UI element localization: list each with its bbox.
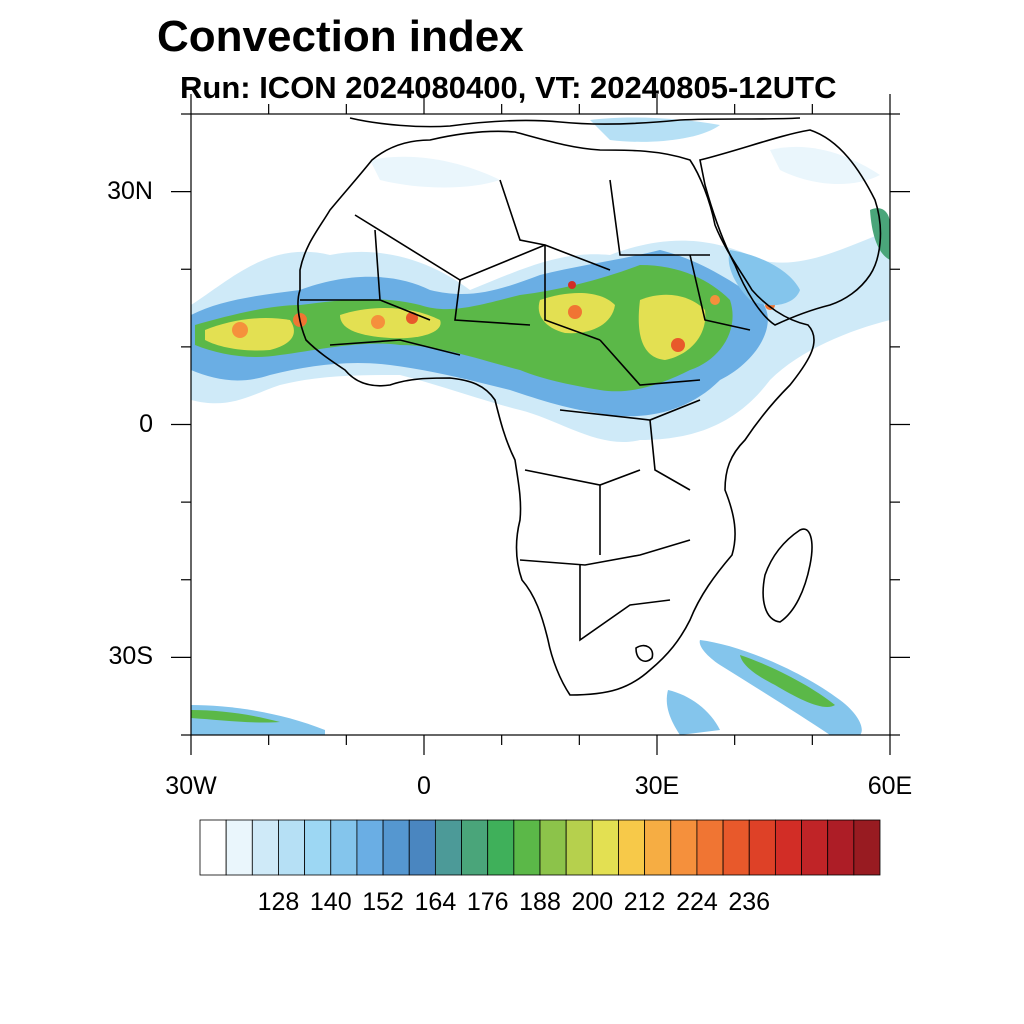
field-south-band-core: [740, 655, 835, 708]
field-north-light-2: [770, 146, 880, 185]
y-tick-label: 30S: [108, 642, 153, 671]
colorbar-label: 176: [466, 888, 509, 916]
colorbar: [199, 819, 881, 876]
field-yellow-patch-west: [205, 318, 294, 351]
y-tick-label: 0: [139, 409, 153, 438]
border-14: [689, 254, 751, 331]
coastlines: [297, 117, 882, 696]
colorbar-swatch: [853, 819, 881, 876]
colorbar-swatch: [382, 819, 410, 876]
colorbar-swatch: [644, 819, 672, 876]
field-hotspot-1: [232, 322, 248, 338]
colorbar-swatch: [565, 819, 593, 876]
colorbar-label: 212: [623, 888, 666, 916]
field-south-patch-2: [666, 690, 720, 735]
colorbar-swatch: [356, 819, 384, 876]
colorbar-swatch: [225, 819, 253, 876]
colorbar-swatch: [304, 819, 332, 876]
border-3: [454, 279, 531, 326]
border-12: [649, 419, 691, 491]
colorbar-label: 188: [519, 888, 561, 916]
field-arabia-patch: [728, 250, 800, 306]
colorbar-swatch: [748, 819, 776, 876]
x-tick-label: 60E: [867, 772, 913, 800]
border-1: [354, 214, 611, 281]
field-hotspot-7: [671, 338, 685, 352]
colorbar-swatch: [670, 819, 698, 876]
colorbar-swatch: [278, 819, 306, 876]
border-10: [579, 565, 671, 642]
border-6: [599, 339, 701, 386]
axis-ticks: [171, 94, 910, 755]
arabia-coastline: [699, 129, 882, 326]
colorbar-label: 224: [676, 888, 718, 916]
colorbar-swatch: [618, 819, 646, 876]
lake-outline: [635, 644, 654, 662]
border-7: [499, 179, 546, 246]
colorbar-swatch: [696, 819, 724, 876]
colorbar-label: 236: [728, 888, 771, 916]
colorbar-swatch: [827, 819, 855, 876]
colorbar-swatch: [408, 819, 436, 876]
y-tick-label: 30N: [107, 176, 153, 205]
colorbar-swatch: [434, 819, 462, 876]
border-16: [329, 339, 461, 356]
map-subtitle: Run: ICON 2024080400, VT: 20240805-12UTC: [180, 70, 837, 105]
x-tick-label: 0: [417, 772, 431, 800]
colorbar-label: 200: [571, 888, 614, 916]
field-hotspot-3: [371, 315, 385, 329]
border-4: [544, 245, 601, 341]
europe-coastline: [349, 117, 801, 128]
colorbar-swatch: [513, 819, 541, 876]
field-hotspot-8: [710, 295, 720, 305]
colorbar-label: 164: [414, 888, 457, 916]
map-title: Convection index: [157, 12, 524, 61]
map-area: [191, 114, 890, 735]
colorbar-label: 140: [309, 888, 352, 916]
colorbar-swatch: [801, 819, 829, 876]
colorbar-swatch: [722, 819, 750, 876]
field-yellow-patch-sudan: [638, 294, 706, 360]
colorbar-label: 152: [362, 888, 404, 916]
colorbar-label: 128: [257, 888, 300, 916]
colorbar-swatch: [251, 819, 279, 876]
africa-coastline: [297, 130, 815, 696]
field-hotspot-6: [568, 281, 576, 289]
border-5: [609, 179, 710, 256]
madagascar-coastline: [762, 528, 813, 623]
convection-field: [191, 117, 890, 735]
colorbar-swatch: [591, 819, 619, 876]
colorbar-swatch: [774, 819, 802, 876]
colorbar-swatch: [461, 819, 489, 876]
colorbar-swatch: [330, 819, 358, 876]
colorbar-swatch: [487, 819, 515, 876]
x-tick-label: 30W: [165, 772, 217, 800]
field-north-light-1: [370, 156, 500, 188]
colorbar-swatch: [539, 819, 567, 876]
border-9: [519, 539, 691, 566]
field-southwest-core: [191, 710, 280, 723]
field-hotspot-5: [568, 305, 582, 319]
colorbar-swatch: [199, 819, 227, 876]
x-tick-label: 30E: [634, 772, 680, 800]
field-hotspot-4: [406, 312, 418, 324]
